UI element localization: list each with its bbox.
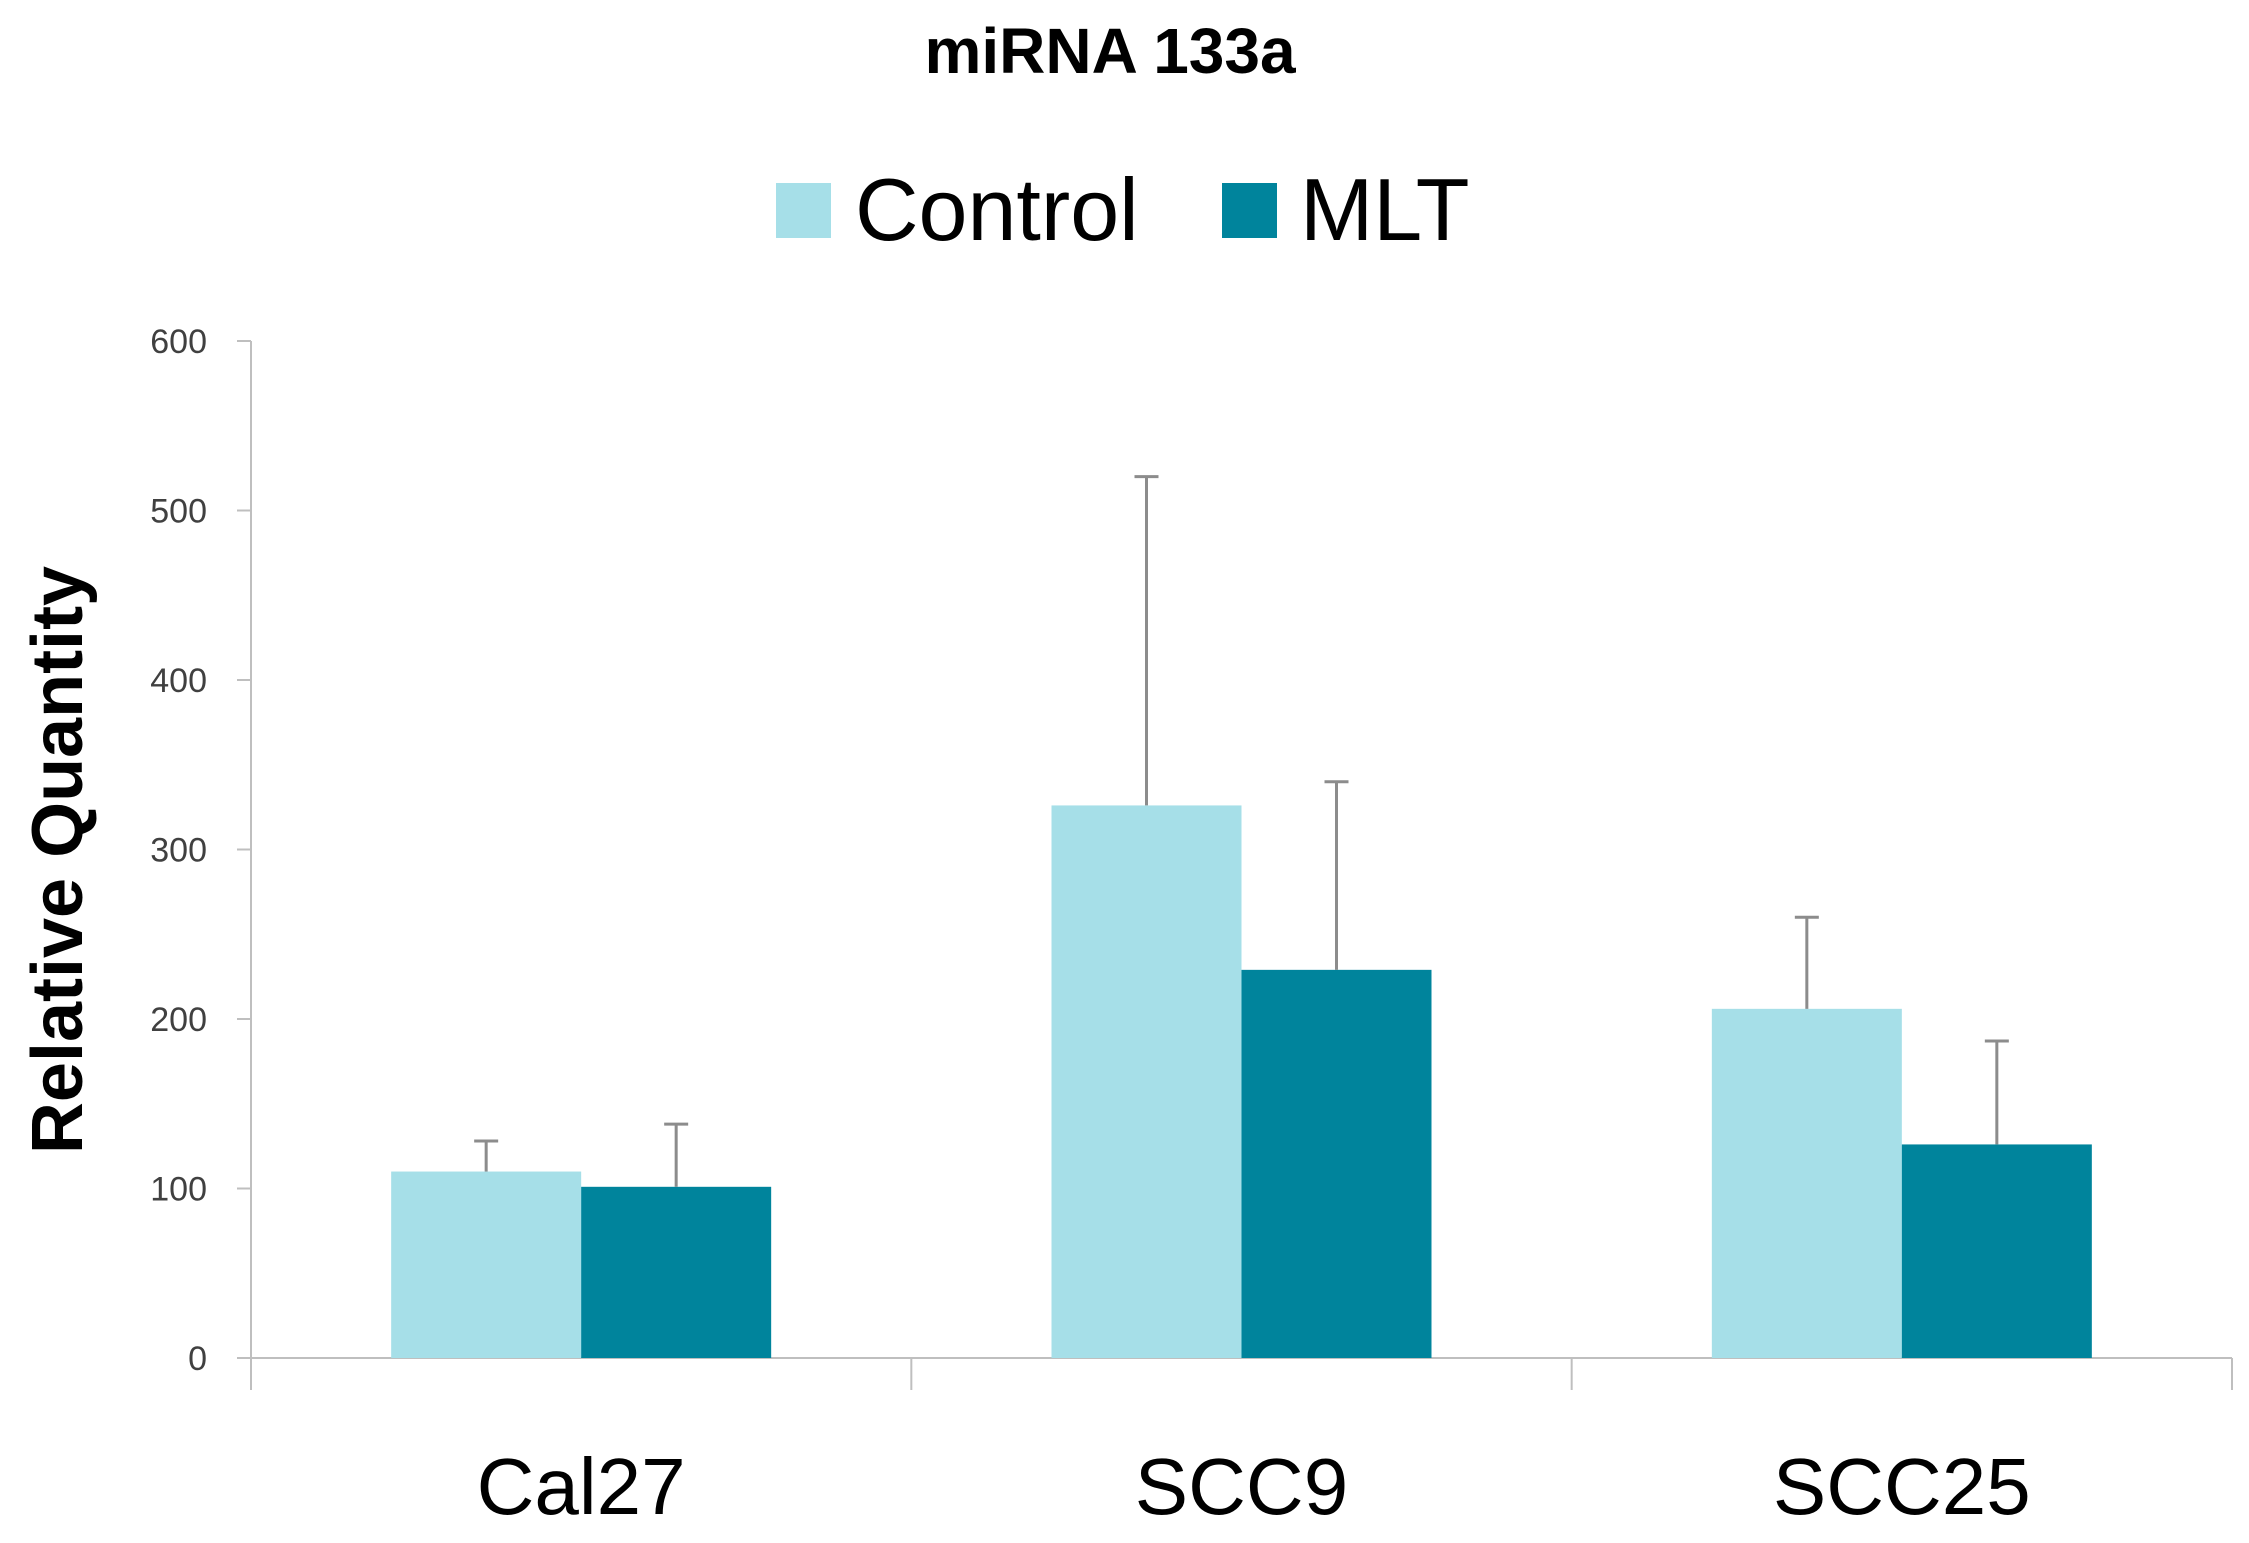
bar-mlt-scc9 xyxy=(1241,969,1432,1358)
legend-label-control: Control xyxy=(855,160,1139,259)
y-axis-label: Relative Quantity xyxy=(18,566,98,1154)
x-axis-ticks: Cal27 SCC9 SCC25 xyxy=(477,1442,2031,1531)
x-tick-label: SCC25 xyxy=(1773,1442,2031,1531)
bar-mlt-cal27 xyxy=(581,1186,772,1358)
error-bars xyxy=(474,475,2009,1187)
legend-swatch-mlt xyxy=(1222,183,1277,238)
legend-label-mlt: MLT xyxy=(1300,160,1469,259)
bar-mlt-scc25 xyxy=(1901,1144,2092,1358)
y-tick-label: 200 xyxy=(150,1001,207,1039)
bar-control-cal27 xyxy=(391,1171,582,1358)
bars xyxy=(391,805,2092,1358)
y-tick-label: 500 xyxy=(150,493,207,531)
y-tick-label: 300 xyxy=(150,832,207,870)
bar-control-scc9 xyxy=(1051,805,1242,1358)
legend: Control MLT xyxy=(776,160,1469,259)
legend-swatch-control xyxy=(776,183,831,238)
x-tick-label: Cal27 xyxy=(477,1442,686,1531)
y-tick-label: 0 xyxy=(188,1340,207,1378)
x-tick-label: SCC9 xyxy=(1135,1442,1348,1531)
y-tick-label: 600 xyxy=(150,323,207,361)
bar-control-scc25 xyxy=(1711,1008,1902,1358)
y-tick-label: 100 xyxy=(150,1171,207,1209)
y-axis-ticks: 0 100 200 300 400 500 600 xyxy=(150,323,251,1378)
y-tick-label: 400 xyxy=(150,662,207,700)
chart-title: miRNA 133a xyxy=(924,15,1296,87)
